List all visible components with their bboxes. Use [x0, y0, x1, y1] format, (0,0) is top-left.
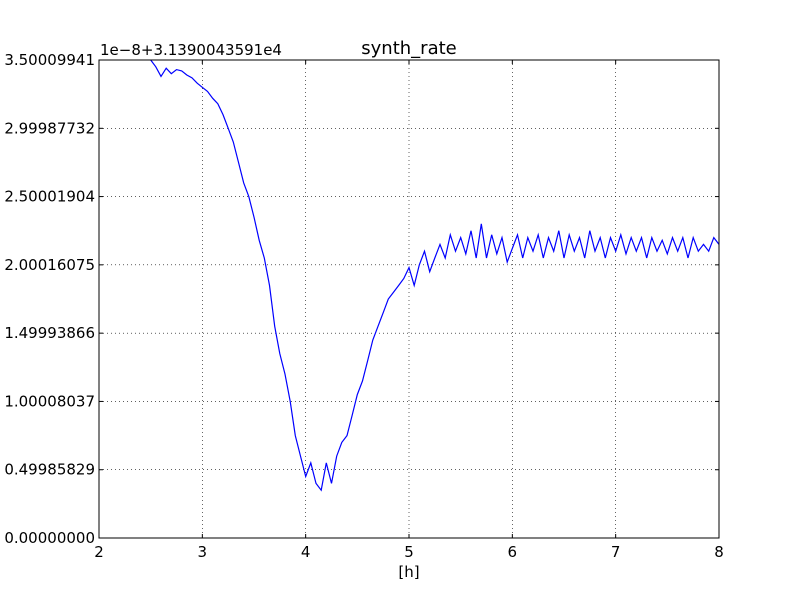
x-tick-label: 8 — [714, 543, 724, 561]
y-tick-label: 0.49985829 — [4, 461, 95, 479]
grid — [99, 60, 719, 538]
y-offset-text: 1e−8+3.1390043591e4 — [100, 41, 282, 59]
x-tick-label: 6 — [508, 543, 518, 561]
y-tick-label: 1.49993866 — [4, 324, 95, 342]
y-tick-label: 0.00000000 — [4, 529, 95, 547]
y-tick-label: 2.00016075 — [4, 256, 95, 274]
y-tick-label: 2.99987732 — [4, 119, 95, 137]
x-axis-label: [h] — [398, 563, 419, 581]
y-tick-label: 1.00008037 — [4, 392, 95, 410]
x-tick-label: 4 — [301, 543, 311, 561]
x-axis-ticks: 2 3 4 5 6 7 8 — [94, 60, 724, 561]
y-tick-label: 2.50001904 — [4, 188, 95, 206]
y-tick-label: 3.50009941 — [4, 51, 95, 69]
plot-area — [150, 59, 720, 492]
chart-title: synth_rate — [361, 38, 456, 59]
series-line — [150, 59, 720, 492]
x-tick-label: 7 — [611, 543, 621, 561]
x-tick-label: 3 — [198, 543, 208, 561]
x-tick-label: 5 — [404, 543, 414, 561]
x-tick-label: 2 — [94, 543, 104, 561]
y-axis-ticks: 0.00000000 0.49985829 1.00008037 1.49993866… — [4, 51, 719, 547]
